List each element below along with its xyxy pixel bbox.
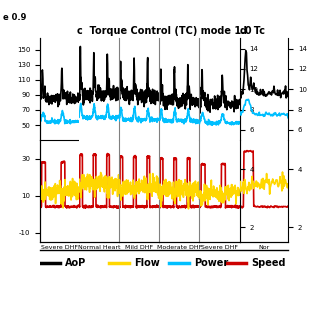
Text: e 0.9: e 0.9 xyxy=(3,13,27,22)
Text: Power: Power xyxy=(194,258,228,268)
Text: c  Torque Control (TC) mode 1.0: c Torque Control (TC) mode 1.0 xyxy=(76,26,251,36)
X-axis label: Normal Heart: Normal Heart xyxy=(77,244,120,250)
X-axis label: Severe DHF: Severe DHF xyxy=(41,244,78,250)
Text: d  Tc: d Tc xyxy=(240,26,265,36)
Text: AoP: AoP xyxy=(65,258,86,268)
X-axis label: Nor: Nor xyxy=(258,244,269,250)
X-axis label: Severe DHF: Severe DHF xyxy=(201,244,238,250)
X-axis label: Mild DHF: Mild DHF xyxy=(125,244,153,250)
X-axis label: Moderate DHF: Moderate DHF xyxy=(157,244,202,250)
Text: Speed: Speed xyxy=(251,258,285,268)
Text: Flow: Flow xyxy=(134,258,160,268)
